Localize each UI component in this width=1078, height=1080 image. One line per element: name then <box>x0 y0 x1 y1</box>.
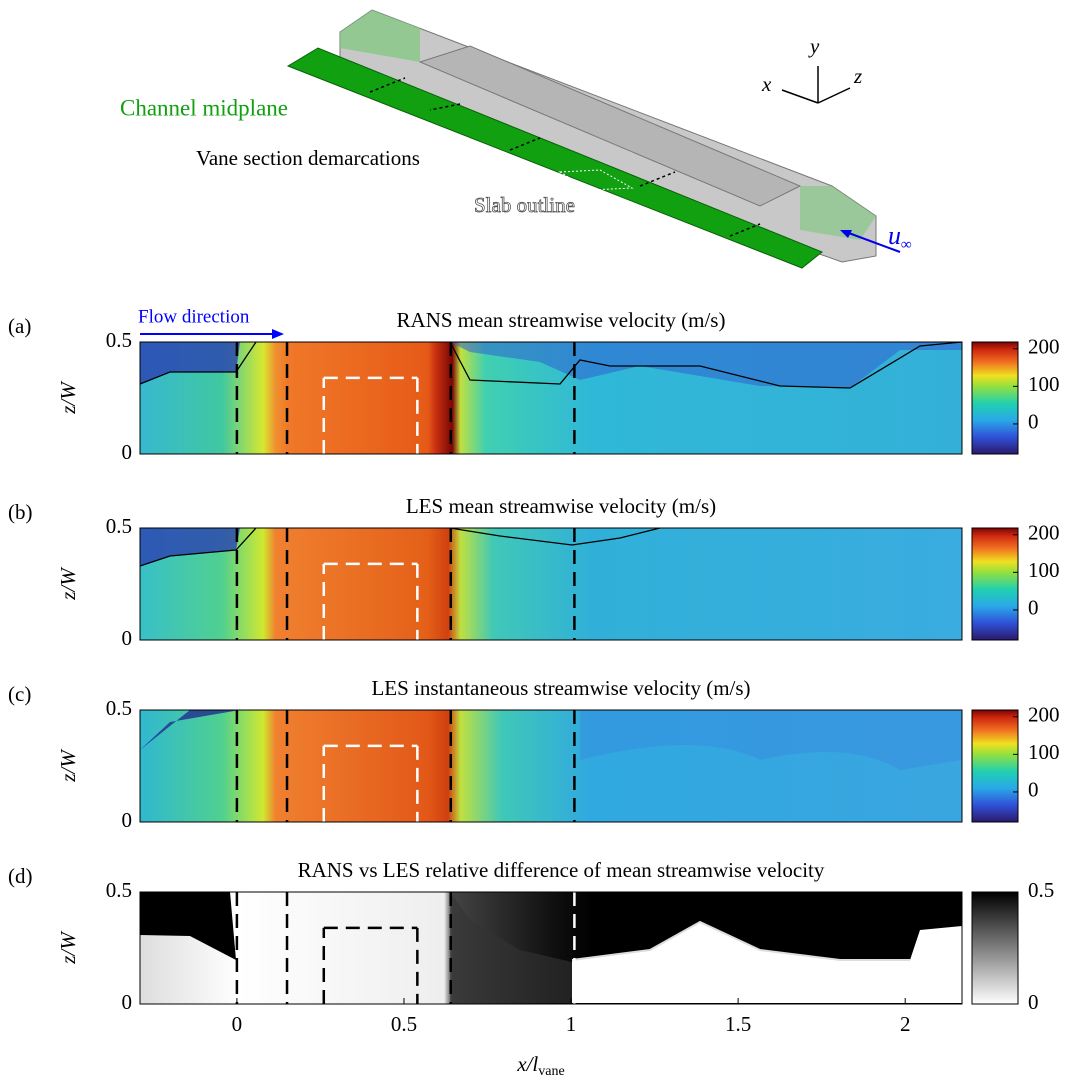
colorbar-tick-label: 0.5 <box>1028 878 1054 902</box>
x-axis-label-main: x/l <box>516 1052 538 1076</box>
y-tick-label: 0 <box>122 990 133 1014</box>
figure: Channel midplane Vane section demarcatio… <box>0 0 1078 1080</box>
x-tick-label: 0 <box>232 1012 243 1036</box>
colorbar-tick-label: 0 <box>1028 410 1039 434</box>
panel <box>140 528 962 640</box>
y-tick-label: 0.5 <box>106 514 132 538</box>
x-tick-label: 2 <box>900 1012 911 1036</box>
midplane-label: Channel midplane <box>120 95 288 120</box>
panel-title: RANS vs LES relative difference of mean … <box>298 858 825 882</box>
y-tick-label: 0 <box>122 626 133 650</box>
panel-label: (a) <box>8 314 31 338</box>
y-axis-label: z/W <box>56 380 80 415</box>
panel-title: RANS mean streamwise velocity (m/s) <box>397 308 726 332</box>
colorbar-tick-label: 200 <box>1028 335 1060 359</box>
panel <box>140 342 962 454</box>
slab-label: Slab outline <box>474 193 575 217</box>
colorbar-tick-label: 100 <box>1028 558 1060 582</box>
y-tick-label: 0 <box>122 808 133 832</box>
panel-label: (c) <box>8 682 31 706</box>
x-tick-label: 1.5 <box>725 1012 751 1036</box>
colorbar <box>972 342 1018 454</box>
demarcation-label: Vane section demarcations <box>196 146 420 170</box>
colorbar-tick-label: 200 <box>1028 703 1060 727</box>
panel <box>140 710 962 822</box>
y-tick-label: 0.5 <box>106 878 132 902</box>
y-tick-label: 0.5 <box>106 328 132 352</box>
inflow-sub: ∞ <box>901 237 912 253</box>
colorbar-tick-label: 100 <box>1028 740 1060 764</box>
y-tick-label: 0 <box>122 440 133 464</box>
x-tick-label: 0.5 <box>391 1012 417 1036</box>
panel-title: LES mean streamwise velocity (m/s) <box>406 494 716 518</box>
y-axis-label: z/W <box>56 566 80 601</box>
x-axis-label: x/lvane <box>516 1052 564 1079</box>
colorbar <box>972 528 1018 640</box>
colorbar-tick-label: 0 <box>1028 778 1039 802</box>
y-axis-label: z/W <box>56 748 80 783</box>
colorbar-tick-label: 100 <box>1028 372 1060 396</box>
annotation: Flow direction <box>138 306 250 327</box>
y-axis-label: z/W <box>56 930 80 965</box>
axis-x-label: x <box>761 72 772 96</box>
colorbar-tick-label: 0 <box>1028 990 1039 1014</box>
inflow-label: u∞ <box>888 221 912 253</box>
schematic: Channel midplane Vane section demarcatio… <box>120 10 912 268</box>
panel <box>140 892 962 1004</box>
panel-label: (b) <box>8 500 33 524</box>
axis-y-label: y <box>808 34 820 58</box>
annotation-arrowhead <box>272 329 284 339</box>
colorbar <box>972 892 1018 1004</box>
panel-label: (d) <box>8 864 33 888</box>
colorbar <box>972 710 1018 822</box>
panel-title: LES instantaneous streamwise velocity (m… <box>371 676 750 700</box>
y-tick-label: 0.5 <box>106 696 132 720</box>
axis-z-label: z <box>853 64 862 88</box>
field <box>140 528 962 640</box>
x-tick-label: 1 <box>566 1012 577 1036</box>
colorbar-tick-label: 200 <box>1028 521 1060 545</box>
colorbar-tick-label: 0 <box>1028 596 1039 620</box>
inflow-symbol: u <box>888 221 901 250</box>
x-axis-label-sub: vane <box>538 1064 564 1079</box>
